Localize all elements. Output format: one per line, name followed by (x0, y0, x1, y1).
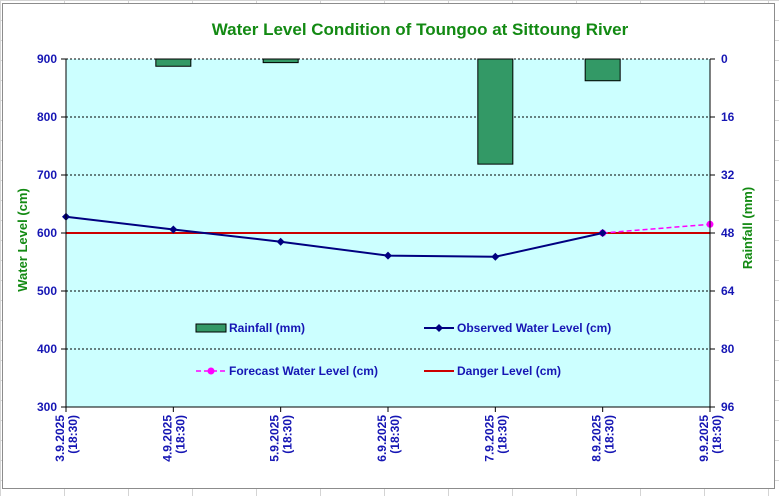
observed-point (598, 229, 607, 237)
observed-point (169, 225, 178, 234)
y-tick-label: 300 (37, 400, 57, 414)
rainfall-bars (155, 58, 621, 165)
legend-label: Rainfall (mm) (229, 321, 305, 335)
legend: Rainfall (mm) Observed Water Level (cm) Fo… (195, 321, 611, 378)
x-tick-label-date: 8.9.2025 (590, 415, 604, 462)
y-tick-label: 900 (37, 52, 57, 66)
x-tick-label-group: 4.9.2025 (18:30) (160, 415, 187, 462)
y2-axis-title: Rainfall (mm) (740, 187, 755, 269)
rainfall-bar (477, 58, 514, 165)
x-tick-label-time: (18:30) (281, 415, 295, 454)
axes (61, 58, 715, 412)
x-tick-label-time: (18:30) (388, 415, 402, 454)
x-tick-label-date: 9.9.2025 (697, 415, 711, 462)
y-tick-label: 600 (37, 226, 57, 240)
x-tick-label-time: (18:30) (603, 415, 617, 454)
rainfall-bar (155, 58, 192, 67)
x-tick-label-date: 3.9.2025 (53, 415, 67, 462)
x-tick-label-date: 5.9.2025 (268, 415, 282, 462)
legend-swatch-rainfall (195, 323, 227, 333)
x-tick-label-group: 6.9.2025 (18:30) (375, 415, 402, 462)
y2-tick-label: 64 (721, 284, 735, 298)
y2-tick-label: 80 (721, 342, 735, 356)
observed-point (276, 237, 285, 246)
y2-tick-label: 0 (721, 52, 728, 66)
y-tick-label: 700 (37, 168, 57, 182)
y2-tick-label: 32 (721, 168, 735, 182)
y2-tick-label: 16 (721, 110, 735, 124)
x-tick-label-date: 6.9.2025 (375, 415, 389, 462)
y-tick-label: 400 (37, 342, 57, 356)
legend-label: Danger Level (cm) (457, 364, 561, 378)
x-tick-label-date: 7.9.2025 (482, 415, 496, 462)
water-level-lines (62, 212, 714, 261)
x-tick-label-group: 9.9.2025 (18:30) (697, 415, 724, 462)
x-tick-label-time: (18:30) (173, 415, 187, 454)
tick-labels: 300 400 500 600 700 800 900 0 16 32 48 64 80 96 3.9.20… (37, 52, 735, 462)
x-tick-label-group: 7.9.2025 (18:30) (482, 415, 509, 462)
legend-marker-forecast (207, 367, 215, 375)
x-tick-label-group: 5.9.2025 (18:30) (268, 415, 295, 462)
x-tick-label-time: (18:30) (66, 415, 80, 454)
observed-line (65, 215, 603, 258)
y-tick-label: 800 (37, 110, 57, 124)
observed-point (384, 251, 392, 260)
y-tick-label: 500 (37, 284, 57, 298)
x-tick-label-time: (18:30) (710, 415, 724, 454)
rainfall-bar (584, 58, 621, 82)
legend-label: Forecast Water Level (cm) (229, 364, 378, 378)
x-tick-label-group: 3.9.2025 (18:30) (53, 415, 80, 462)
observed-point (491, 252, 500, 261)
chart-title: Water Level Condition of Toungoo at Sitt… (212, 20, 629, 39)
legend-label: Observed Water Level (cm) (457, 321, 611, 335)
rainfall-bar (262, 58, 299, 64)
forecast-line (602, 223, 711, 234)
x-tick-label-group: 8.9.2025 (18:30) (590, 415, 617, 462)
y-axis-title: Water Level (cm) (15, 188, 30, 292)
x-tick-label-date: 4.9.2025 (160, 415, 174, 462)
legend-marker-observed (435, 324, 443, 332)
x-tick-label-time: (18:30) (495, 415, 509, 454)
y2-tick-label: 48 (721, 226, 735, 240)
y2-tick-label: 96 (721, 400, 735, 414)
